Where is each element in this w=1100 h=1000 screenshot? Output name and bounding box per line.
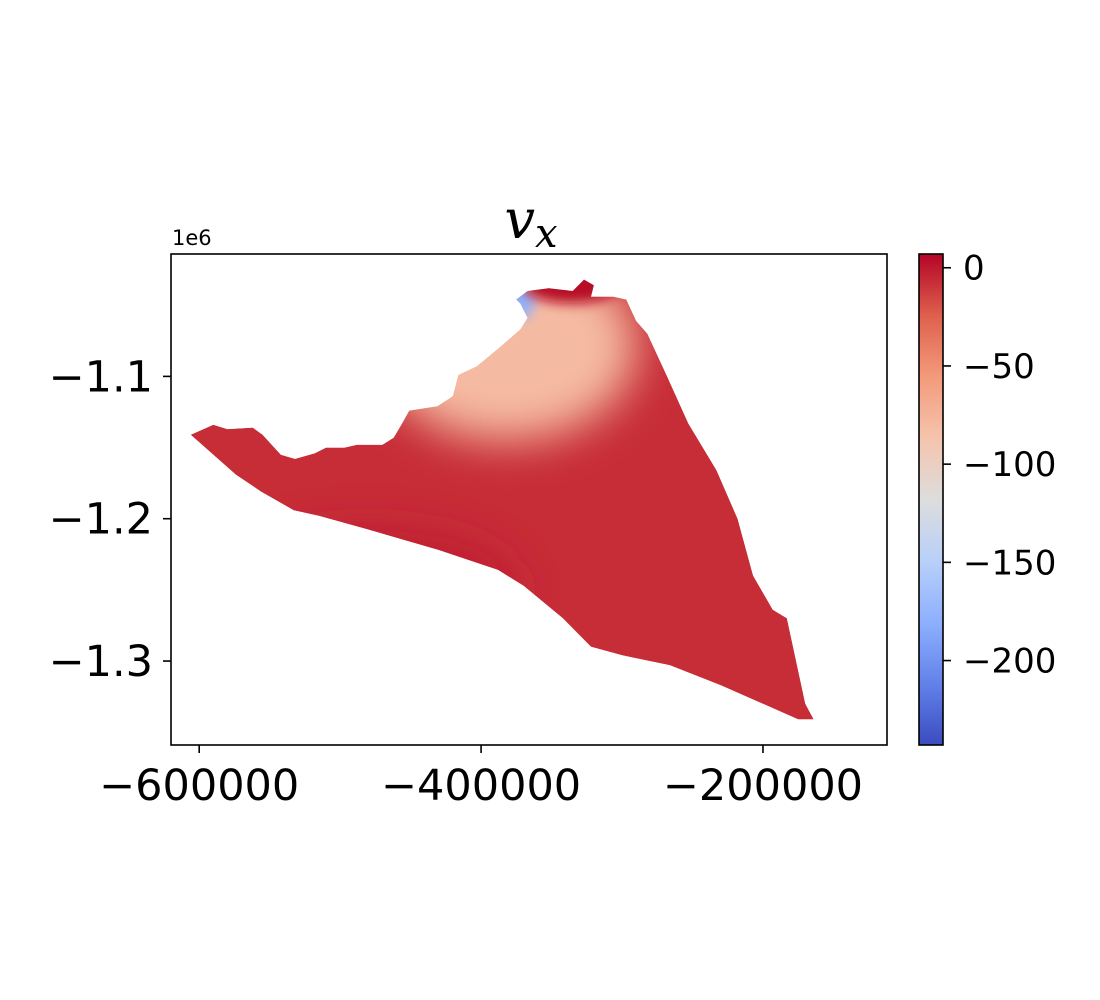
colorbar-tick-label: 0 — [963, 249, 985, 289]
colorbar-tick-label: −150 — [963, 543, 1056, 583]
colorbar-tick-label: −100 — [963, 445, 1056, 485]
x-tick-label: −400000 — [381, 761, 581, 811]
colorbar-tick-label: −200 — [963, 642, 1056, 682]
x-axis: −600000 −400000 −200000 — [99, 745, 863, 811]
y-tick-label: −1.3 — [49, 637, 153, 687]
colorbar — [919, 254, 943, 745]
field-extreme-min — [506, 282, 535, 319]
plot-frame — [170, 253, 888, 746]
x-tick-label: −200000 — [663, 761, 863, 811]
field-fast-flow-core — [376, 279, 637, 441]
velocity-field — [190, 279, 814, 720]
y-tick-label: −1.1 — [49, 352, 153, 402]
field-slow-band — [218, 529, 519, 650]
y-tick-label: −1.2 — [49, 495, 153, 545]
y-axis: −1.1 −1.2 −1.3 — [49, 352, 171, 687]
field-coastal-max — [523, 279, 620, 304]
colorbar-frame — [918, 253, 944, 746]
y-offset-text: 1e6 — [172, 226, 212, 250]
domain-fill — [190, 279, 814, 720]
colorbar-axis: 0 −50 −100 −150 −200 — [943, 249, 1056, 682]
x-tick-label: −600000 — [99, 761, 299, 811]
chart-title: vx — [504, 188, 557, 257]
colorbar-tick-label: −50 — [963, 347, 1035, 387]
